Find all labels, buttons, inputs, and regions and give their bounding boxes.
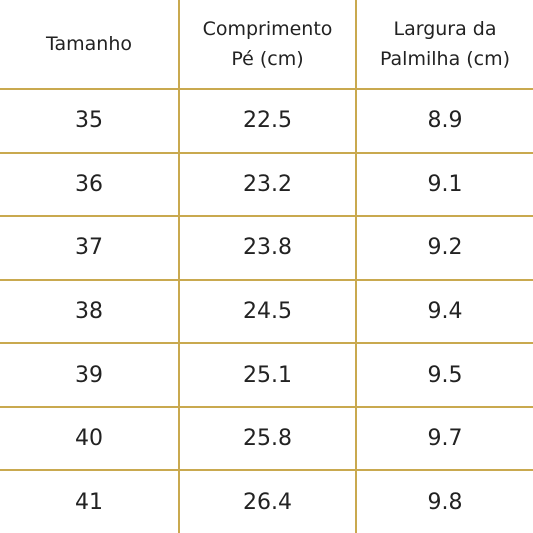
cell-insole-width: 9.4 (355, 278, 533, 345)
cell-insole-width: 9.7 (355, 405, 533, 472)
header-foot-length-line2: Pé (cm) (231, 48, 304, 70)
cell-size: 39 (0, 342, 180, 408)
cell-insole-width: 9.5 (355, 342, 533, 408)
cell-insole-width: 9.1 (355, 151, 533, 218)
cell-foot-length: 25.1 (178, 342, 357, 408)
table-row: 35 22.5 8.9 (0, 88, 533, 154)
table-row: 41 26.4 9.8 (0, 469, 533, 533)
table-body: 35 22.5 8.9 36 23.2 9.1 37 23.8 9.2 38 2… (0, 88, 533, 533)
cell-foot-length: 25.8 (178, 405, 357, 472)
cell-size: 37 (0, 215, 180, 281)
cell-size: 36 (0, 151, 180, 218)
cell-size: 41 (0, 469, 180, 533)
header-insole-width-line2: Palmilha (cm) (379, 48, 511, 70)
cell-insole-width: 9.2 (355, 215, 533, 281)
table-row: 37 23.8 9.2 (0, 215, 533, 281)
cell-size: 40 (0, 405, 180, 472)
cell-foot-length: 23.8 (178, 215, 357, 281)
table-row: 38 24.5 9.4 (0, 278, 533, 345)
cell-size: 38 (0, 278, 180, 345)
header-foot-length-line1: Comprimento (202, 18, 333, 40)
header-row: Tamanho Comprimento Pé (cm) Largura da P… (0, 0, 533, 90)
cell-foot-length: 23.2 (178, 151, 357, 218)
cell-insole-width: 9.8 (355, 469, 533, 533)
cell-insole-width: 8.9 (355, 88, 533, 154)
cell-foot-length: 26.4 (178, 469, 357, 533)
table-row: 36 23.2 9.1 (0, 151, 533, 218)
cell-foot-length: 22.5 (178, 88, 357, 154)
header-insole-width: Largura da Palmilha (cm) (355, 0, 533, 90)
header-insole-width-line1: Largura da (393, 18, 497, 40)
header-size: Tamanho (0, 0, 180, 90)
header-size-label: Tamanho (46, 33, 132, 55)
table-row: 39 25.1 9.5 (0, 342, 533, 408)
cell-foot-length: 24.5 (178, 278, 357, 345)
table-row: 40 25.8 9.7 (0, 405, 533, 472)
header-foot-length: Comprimento Pé (cm) (178, 0, 357, 90)
cell-size: 35 (0, 88, 180, 154)
